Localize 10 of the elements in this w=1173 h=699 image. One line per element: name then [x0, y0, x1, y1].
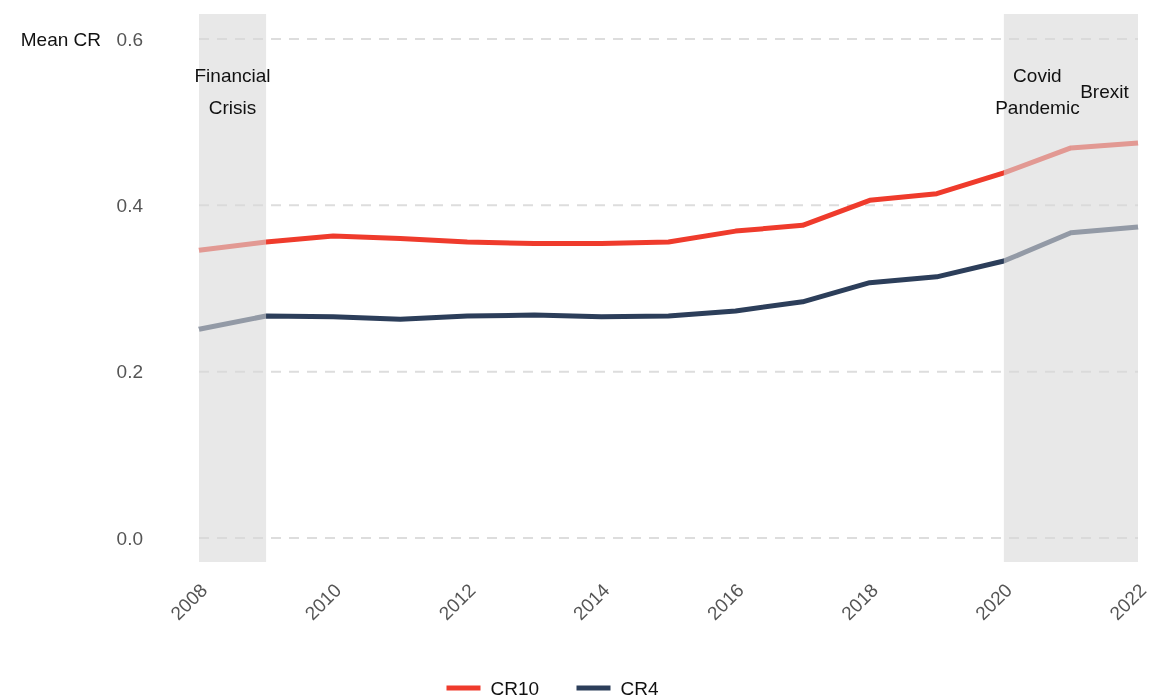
- y-tick-label: 0.4: [116, 194, 144, 216]
- band-label: Covid Pandemic: [995, 65, 1080, 118]
- band-label: Financial Crisis: [194, 65, 271, 118]
- band-label: Brexit: [1080, 81, 1130, 102]
- y-tick-label: 0.0: [116, 527, 143, 549]
- y-tick-label: 0.2: [116, 361, 143, 383]
- legend-label: CR4: [620, 677, 659, 699]
- legend-label: CR10: [490, 677, 540, 699]
- y-tick-label: 0.6: [116, 28, 143, 50]
- y-axis-title: Mean CR: [20, 28, 101, 50]
